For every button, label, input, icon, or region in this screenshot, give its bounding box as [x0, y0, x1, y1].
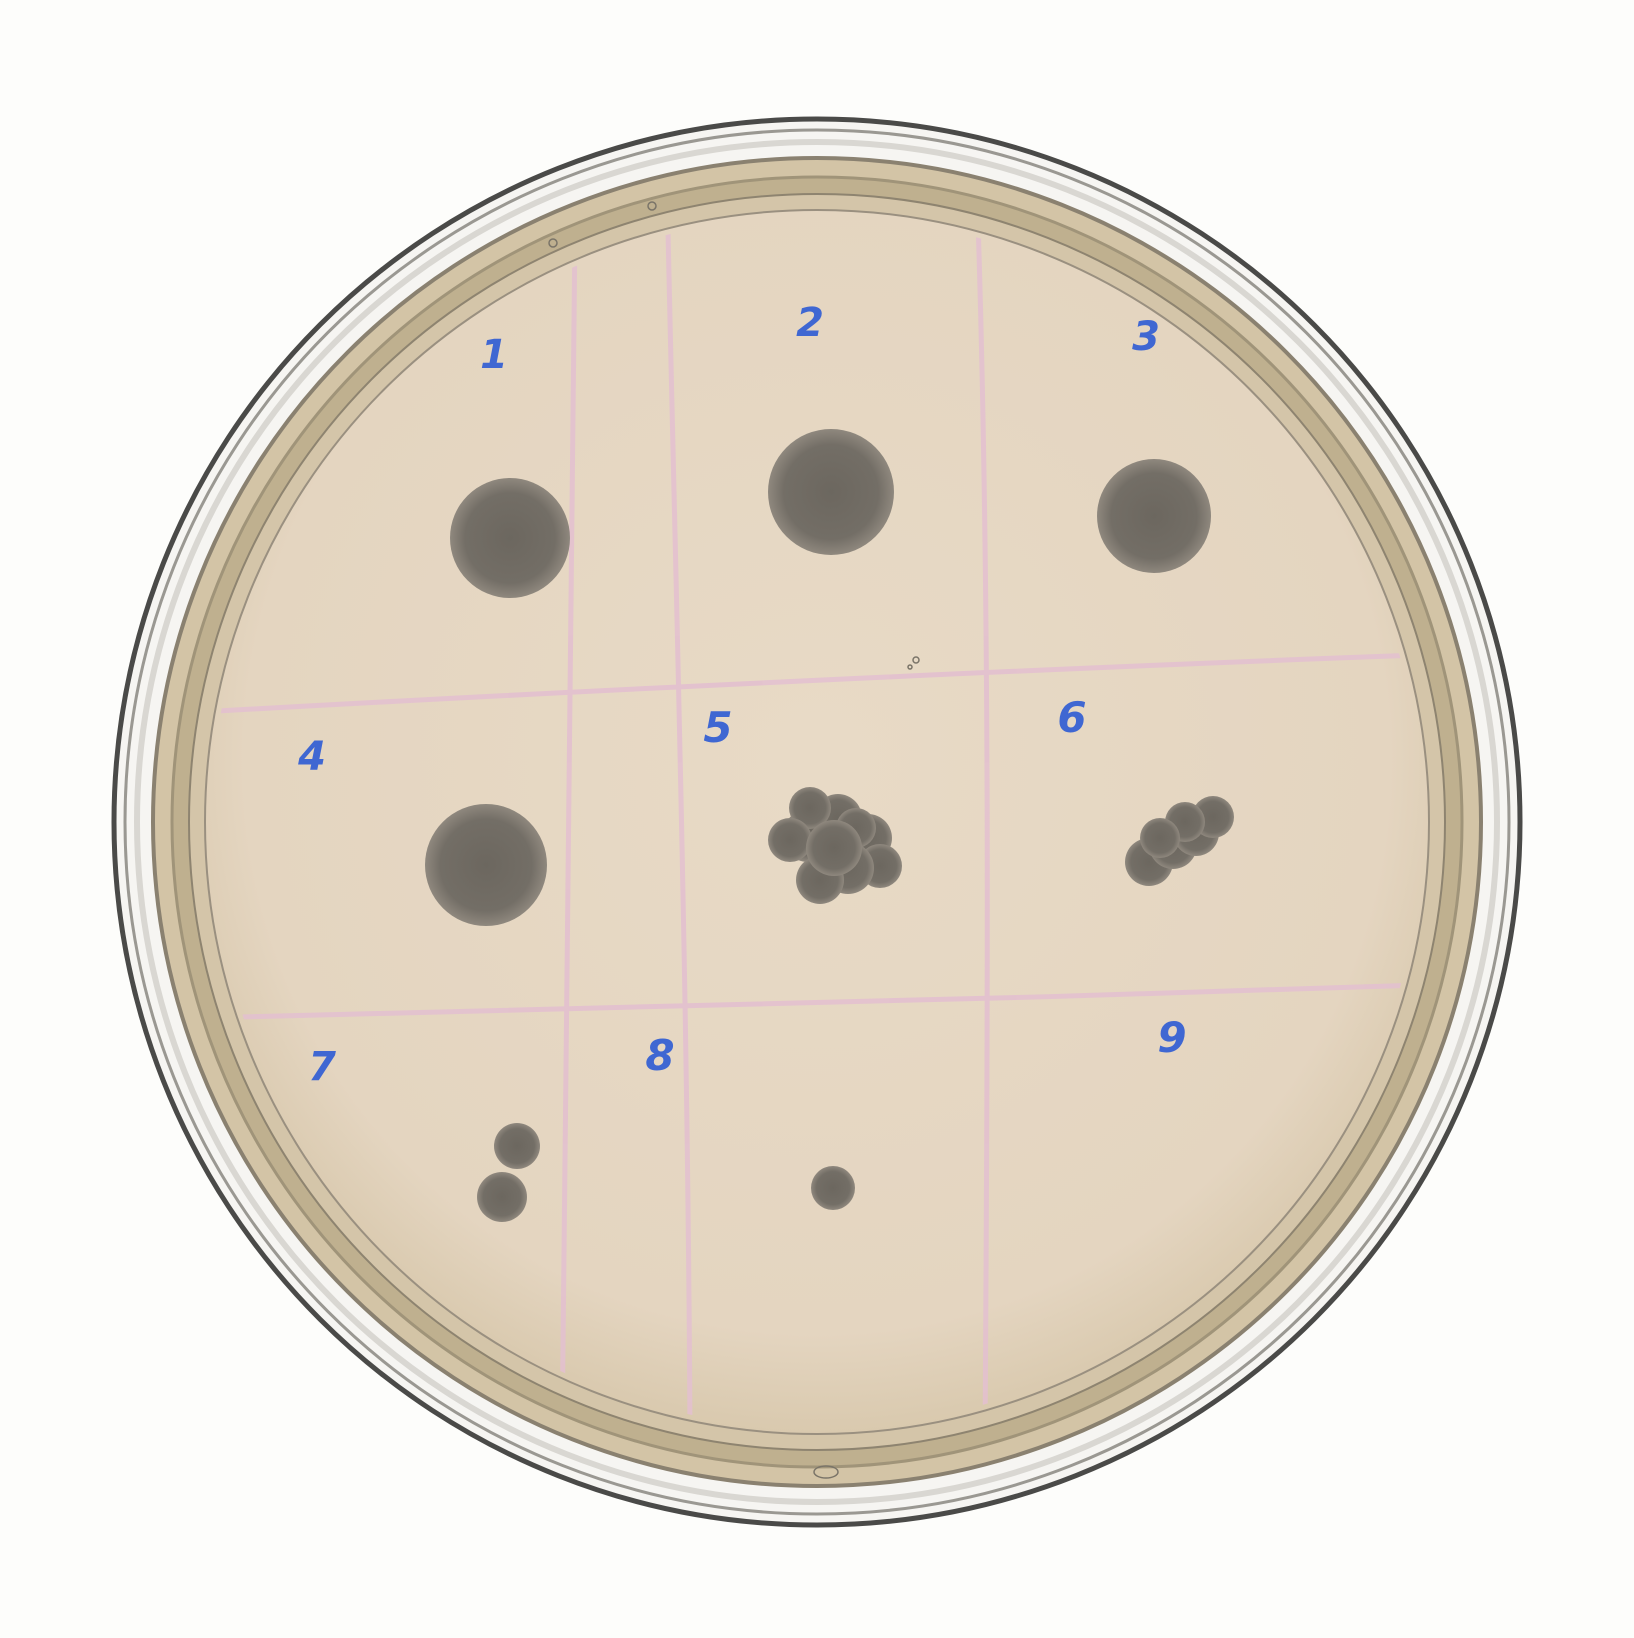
- grid-lines: [211, 219, 1421, 1428]
- colony-cluster-well-6: [1125, 796, 1234, 886]
- colony-well-8: [811, 1166, 855, 1210]
- well-label-4: 4: [297, 734, 326, 780]
- well-label-5: 5: [703, 703, 732, 752]
- colony-well-7a: [494, 1123, 540, 1169]
- colony-cluster-well-5: [768, 787, 902, 904]
- grid-line-horizontal-bottom: [211, 982, 1421, 1021]
- colony-well-7b: [477, 1172, 527, 1222]
- colony-well-4: [425, 804, 547, 926]
- colony-well-1: [450, 478, 570, 598]
- dish-lid-inner-ring: [123, 128, 1511, 1516]
- well-label-2: 2: [796, 300, 824, 346]
- well-labels: 1 2 3 4 5 6 7 8 9: [297, 300, 1187, 1090]
- well-label-1: 1: [480, 332, 508, 378]
- colonies: [425, 429, 1234, 1222]
- colony-well-2: [768, 429, 894, 555]
- grid-line-vertical-left: [559, 229, 578, 1428]
- well-label-6: 6: [1057, 693, 1086, 742]
- grid-line-vertical-right: [975, 219, 990, 1428]
- well-label-7: 7: [308, 1044, 336, 1090]
- bubbles: [548, 201, 920, 1479]
- colony-well-3: [1097, 459, 1211, 573]
- dish-lid-highlight: [134, 139, 1500, 1505]
- well-label-3: 3: [1132, 314, 1160, 360]
- well-label-9: 9: [1157, 1013, 1186, 1062]
- well-label-8: 8: [645, 1031, 674, 1080]
- grid-line-vertical-center: [665, 229, 693, 1428]
- grid-line-horizontal-top: [211, 652, 1421, 715]
